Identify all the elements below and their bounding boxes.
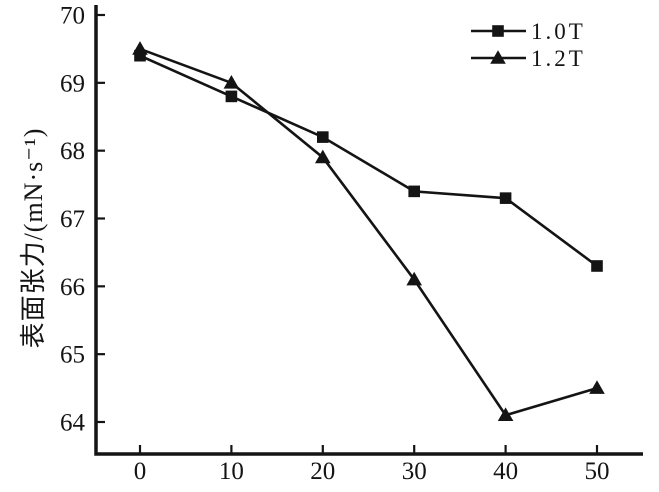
y-tick-label: 67 bbox=[60, 206, 85, 233]
marker-triangle bbox=[132, 41, 148, 55]
marker-square bbox=[408, 185, 420, 198]
marker-triangle bbox=[406, 271, 422, 286]
legend-label: 1.2T bbox=[531, 46, 586, 71]
y-tick-label: 66 bbox=[60, 274, 85, 301]
marker-square bbox=[317, 131, 329, 143]
marker-square bbox=[134, 49, 146, 62]
series-line bbox=[139, 54, 598, 268]
x-tick-label: 50 bbox=[585, 458, 610, 485]
legend: 1.0T1.2T bbox=[471, 19, 586, 71]
y-tick-label: 64 bbox=[60, 410, 86, 437]
y-axis-label: 表面张力/(mN·s⁻¹) bbox=[19, 128, 48, 349]
y-tick-label: 65 bbox=[60, 342, 85, 369]
marker-triangle bbox=[490, 50, 506, 64]
x-tick-label: 0 bbox=[134, 458, 147, 485]
series-1.0T bbox=[134, 49, 603, 272]
y-tick-label: 69 bbox=[60, 70, 85, 97]
marker-square bbox=[499, 192, 512, 204]
marker-square bbox=[591, 260, 603, 272]
legend-label: 1.0T bbox=[531, 19, 586, 44]
series-1.2T bbox=[132, 41, 605, 422]
x-tick-label: 30 bbox=[402, 458, 427, 485]
y-tick-label: 70 bbox=[60, 3, 85, 30]
marker-triangle bbox=[497, 407, 514, 422]
marker-square bbox=[225, 90, 238, 103]
x-tick-label: 40 bbox=[493, 458, 518, 485]
axis-lines bbox=[94, 5, 643, 456]
y-tick-label: 68 bbox=[60, 138, 85, 165]
x-tick-label: 10 bbox=[219, 458, 244, 485]
marker-square bbox=[492, 25, 504, 37]
marker-triangle bbox=[315, 149, 331, 164]
x-tick-label: 20 bbox=[310, 458, 335, 485]
marker-triangle bbox=[589, 380, 605, 394]
series-line bbox=[139, 47, 598, 417]
marker-triangle bbox=[223, 75, 240, 89]
